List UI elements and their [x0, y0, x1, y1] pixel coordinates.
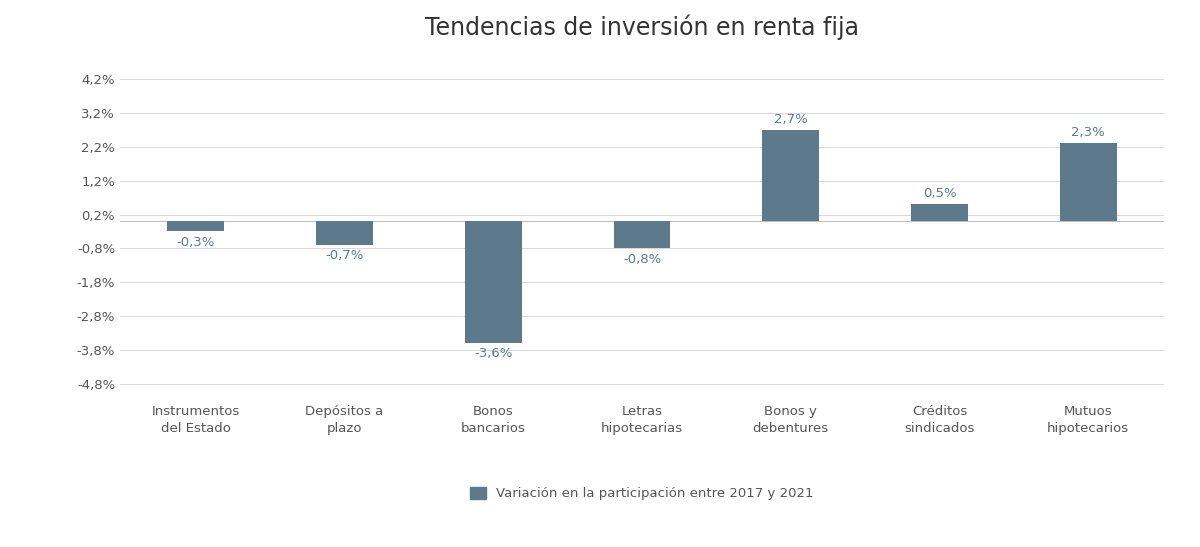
Text: 2,3%: 2,3%: [1072, 126, 1105, 139]
Title: Tendencias de inversión en renta fija: Tendencias de inversión en renta fija: [425, 15, 859, 40]
Bar: [762, 130, 820, 222]
Bar: [317, 222, 373, 245]
Text: -0,3%: -0,3%: [176, 236, 215, 249]
Text: -0,7%: -0,7%: [325, 249, 364, 263]
Bar: [613, 222, 671, 248]
Bar: [168, 222, 224, 231]
Bar: [911, 205, 967, 222]
Legend: Variación en la participación entre 2017 y 2021: Variación en la participación entre 2017…: [464, 481, 820, 505]
Text: 2,7%: 2,7%: [774, 113, 808, 125]
Text: 0,5%: 0,5%: [923, 187, 956, 200]
Bar: [464, 222, 522, 343]
Bar: [1060, 143, 1116, 222]
Text: -0,8%: -0,8%: [623, 253, 661, 266]
Text: -3,6%: -3,6%: [474, 347, 512, 360]
